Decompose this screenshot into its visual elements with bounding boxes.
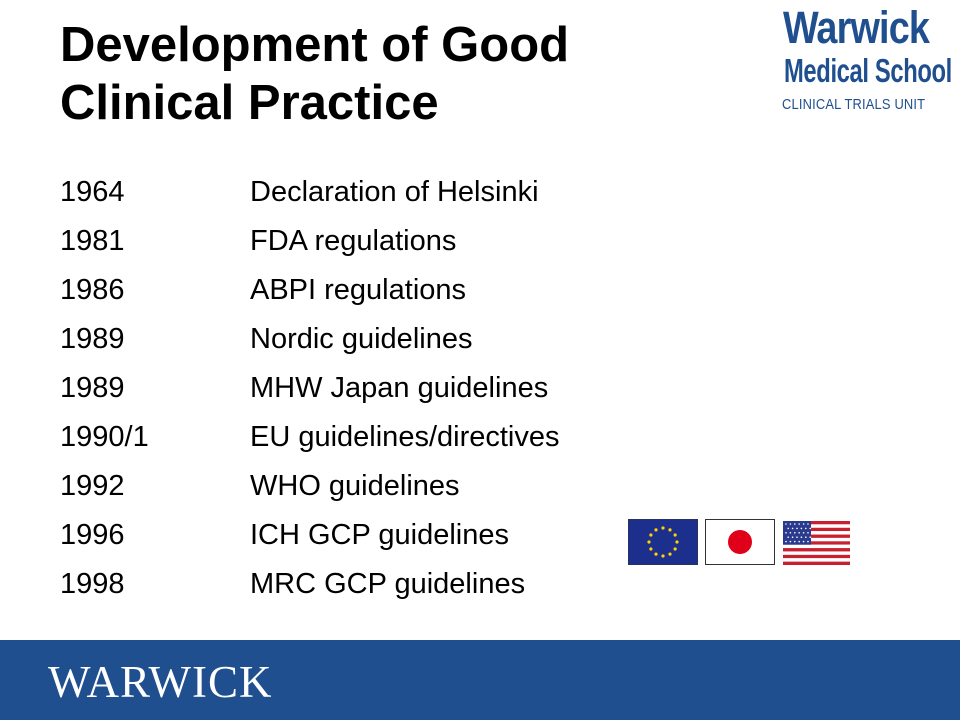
title-line-1: Development of Good <box>60 18 570 72</box>
timeline-entry: 1986 ABPI regulations <box>60 266 680 315</box>
entry-year: 1981 <box>60 225 125 257</box>
eu-flag-icon <box>628 519 698 565</box>
entry-year: 1989 <box>60 372 125 404</box>
entry-year: 1992 <box>60 470 125 502</box>
entry-year: 1989 <box>60 323 125 355</box>
entry-year: 1998 <box>60 568 125 600</box>
entry-event: ICH GCP guidelines <box>250 519 509 551</box>
entry-event: WHO guidelines <box>250 470 460 502</box>
title-line-2: Clinical Practice <box>60 76 439 130</box>
timeline-entry: 1989 MHW Japan guidelines <box>60 364 680 413</box>
logo-name: Warwick <box>783 2 930 53</box>
entry-event: Nordic guidelines <box>250 323 473 355</box>
timeline-entry: 1996 ICH GCP guidelines <box>60 511 680 560</box>
footer-warwick-wordmark: WARWICK <box>48 657 273 707</box>
entry-event: MRC GCP guidelines <box>250 568 526 600</box>
timeline-entry: 1992 WHO guidelines <box>60 462 680 511</box>
footer-bar: WARWICK <box>0 640 960 720</box>
warwick-medical-school-logo: Warwick Medical School CLINICAL TRIALS U… <box>778 2 954 122</box>
slide-title: Development of Good Clinical Practice <box>60 16 740 132</box>
timeline-entry: 1964 Declaration of Helsinki <box>60 168 680 217</box>
logo-school: Medical School <box>784 52 952 89</box>
flags-group <box>628 519 858 567</box>
entry-year: 1986 <box>60 274 125 306</box>
entry-year: 1964 <box>60 176 125 208</box>
entry-event: FDA regulations <box>250 225 457 257</box>
logo-unit: CLINICAL TRIALS UNIT <box>782 96 926 113</box>
us-flag-icon <box>783 521 850 565</box>
timeline-entry: 1998 MRC GCP guidelines <box>60 560 680 609</box>
entry-year: 1996 <box>60 519 125 551</box>
entry-event: ABPI regulations <box>250 274 467 306</box>
timeline-entry: 1981 FDA regulations <box>60 217 680 266</box>
timeline-entry: 1989 Nordic guidelines <box>60 315 680 364</box>
timeline-list: 1964 Declaration of Helsinki 1981 FDA re… <box>60 168 680 609</box>
entry-year: 1990/1 <box>60 421 149 453</box>
entry-event: MHW Japan guidelines <box>250 372 549 404</box>
entry-event: EU guidelines/directives <box>250 421 560 453</box>
japan-flag-icon <box>705 519 775 565</box>
timeline-entry: 1990/1 EU guidelines/directives <box>60 413 680 462</box>
entry-event: Declaration of Helsinki <box>250 176 539 208</box>
